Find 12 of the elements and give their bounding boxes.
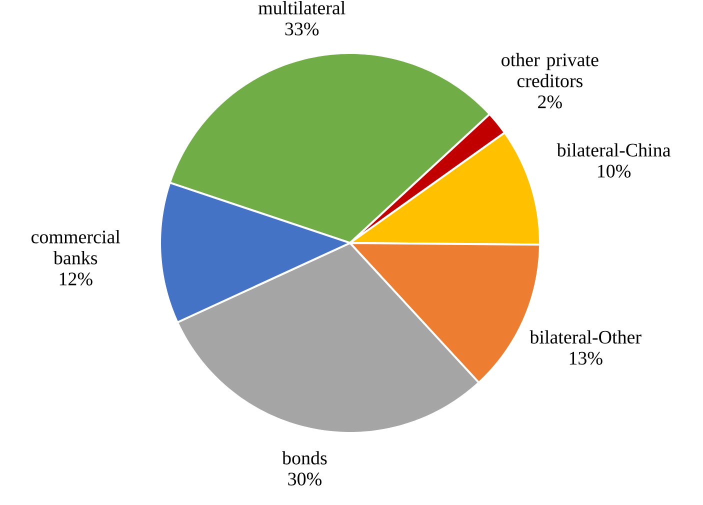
slice-label: bonds — [282, 451, 327, 464]
slice-label: bilateral-Other — [530, 330, 642, 344]
data-label: 10% — [598, 164, 631, 178]
slice-label: commercial banks — [32, 230, 120, 264]
slice-label: other private creditors — [502, 52, 598, 88]
data-label: 30% — [288, 472, 322, 486]
slice-label: multilateral — [258, 1, 346, 14]
slice-label: bilateral-China — [556, 143, 671, 157]
data-label: 33% — [285, 22, 319, 36]
data-label: 13% — [570, 352, 602, 365]
data-label: 2% — [538, 95, 562, 108]
data-label: 12% — [60, 272, 92, 286]
